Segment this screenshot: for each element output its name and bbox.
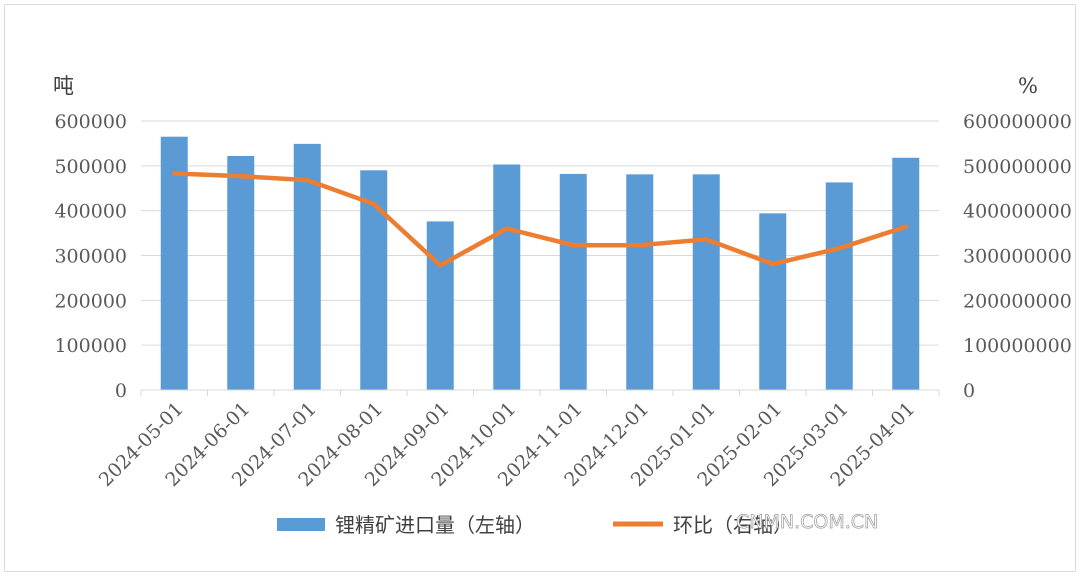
line-point	[240, 175, 242, 177]
line-point	[772, 263, 774, 265]
bar	[825, 182, 853, 390]
legend-bar-label: 锂精矿进口量（左轴）	[335, 513, 535, 537]
chart-svg: 0 100000 200000 300000 400000 500000 600000 0 1…	[53, 74, 1072, 537]
left-axis-ticks: 0 100000 200000 300000 400000 500000 600000	[54, 111, 127, 402]
right-axis-ticks: 0 100000000 200000000 300000000 400000000 500…	[963, 111, 1072, 402]
bar-series	[160, 136, 920, 390]
line-point	[306, 179, 308, 181]
right-tick-label: 100000000	[963, 335, 1072, 357]
right-tick-label: 300000000	[963, 246, 1072, 268]
left-axis-unit: 吨	[53, 74, 74, 98]
left-tick-label: 200000	[54, 290, 127, 312]
left-tick-label: 600000	[54, 111, 127, 133]
bar	[493, 164, 521, 390]
watermark: CNMN.COM.CN	[736, 511, 878, 533]
line-series	[172, 171, 908, 268]
legend-bar-swatch	[277, 518, 325, 531]
line-point	[506, 228, 508, 230]
bar	[692, 174, 720, 390]
gridlines	[141, 120, 939, 346]
line-point	[705, 238, 707, 240]
line-point	[905, 226, 907, 228]
line-point	[838, 247, 840, 249]
right-tick-label: 500000000	[963, 156, 1072, 178]
legend: 锂精矿进口量（左轴） 环比（右轴）	[277, 513, 793, 537]
left-tick-label: 400000	[54, 201, 127, 223]
line-point	[173, 172, 175, 174]
left-tick-label: 300000	[54, 246, 127, 268]
bar	[227, 155, 255, 390]
bar	[426, 221, 454, 390]
right-tick-label: 600000000	[963, 111, 1072, 133]
line-point	[639, 244, 641, 246]
bar	[626, 174, 654, 390]
bar	[892, 157, 920, 390]
line-point	[373, 203, 375, 205]
right-tick-label: 200000000	[963, 290, 1072, 312]
legend-line-label: 环比（右轴）	[673, 513, 793, 537]
left-tick-label: 500000	[54, 156, 127, 178]
line-point	[572, 244, 574, 246]
right-axis-unit: %	[1018, 74, 1038, 98]
right-tick-label: 400000000	[963, 201, 1072, 223]
line-path	[172, 171, 908, 268]
bar	[160, 136, 188, 390]
line-point	[439, 264, 441, 266]
bar	[559, 173, 587, 390]
x-axis-ticks: 2024-05-012024-06-012024-07-012024-08-01…	[95, 398, 920, 491]
left-tick-label: 0	[115, 380, 127, 402]
bar	[759, 213, 787, 390]
right-tick-label: 0	[963, 380, 975, 402]
left-tick-label: 100000	[54, 335, 127, 357]
chart-frame: 0 100000 200000 300000 400000 500000 600000 0 1…	[4, 4, 1076, 572]
axes	[140, 389, 940, 396]
